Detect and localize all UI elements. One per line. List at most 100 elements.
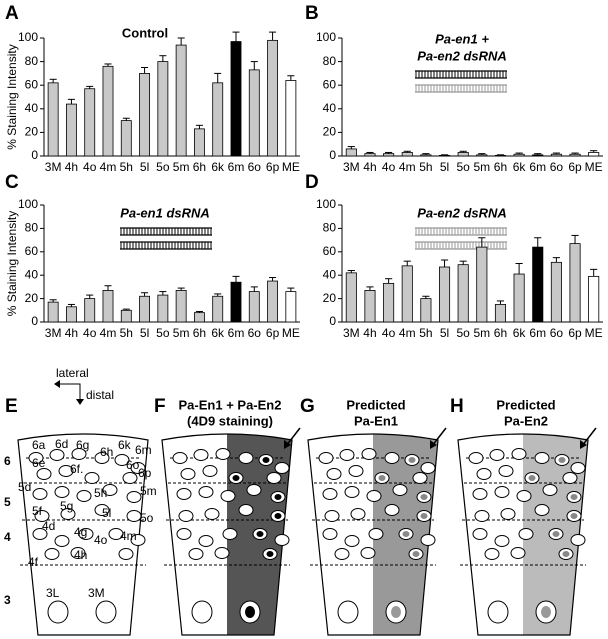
cell-label: 6d: [55, 437, 68, 451]
x-tick-label: 6h: [193, 326, 206, 340]
panel-letter: E: [5, 396, 18, 417]
bar: [457, 152, 469, 157]
y-tick-label: 20: [323, 291, 337, 305]
cell-label: 4f: [28, 555, 39, 569]
cell: [337, 600, 359, 624]
bar: [569, 243, 581, 323]
x-tick-label: 6p: [568, 326, 582, 340]
x-tick-label: 6p: [266, 326, 280, 340]
cell-label: 6p: [138, 466, 152, 480]
y-tick-label: 80: [323, 221, 337, 235]
bar: [47, 82, 59, 157]
cell: [322, 488, 338, 500]
cell-stain: [420, 513, 428, 519]
bar: [139, 73, 151, 157]
x-tick-label: 4o: [83, 160, 97, 174]
cell: [384, 452, 400, 464]
cell-label: 5h: [94, 486, 107, 500]
bar: [175, 44, 187, 157]
cell: [360, 547, 376, 559]
compass-label: distal: [86, 388, 114, 402]
y-tick-label: 100: [316, 197, 336, 211]
cell: [489, 449, 505, 461]
bar: [84, 88, 96, 157]
y-tick-label: 0: [31, 314, 38, 328]
x-tick-label: 5l: [440, 160, 449, 174]
chart-title: Control: [122, 25, 168, 40]
bar: [193, 128, 205, 157]
cell: [118, 548, 134, 560]
cell: [468, 452, 484, 464]
bar: [401, 152, 413, 157]
y-axis-label: % Staining Intensity: [5, 211, 19, 316]
bar: [157, 294, 169, 323]
bar: [364, 153, 376, 157]
cell: [54, 486, 70, 498]
cell: [126, 510, 142, 522]
x-tick-label: 6k: [513, 326, 527, 340]
cell-stain: [570, 494, 578, 500]
arrow: [285, 427, 301, 447]
cell-stain: [274, 513, 282, 519]
y-tick-label: 0: [329, 314, 336, 328]
bar: [102, 65, 114, 157]
bar: [193, 312, 205, 323]
cell-label: 4d: [42, 519, 55, 533]
cell: [58, 465, 74, 477]
cell-label: 5l: [102, 506, 111, 520]
cell-label: 5m: [140, 484, 157, 498]
x-tick-label: ME: [585, 160, 603, 174]
cell-label: 6m: [135, 443, 152, 457]
leg-outline: [17, 433, 149, 636]
y-tick-label: 40: [323, 101, 337, 115]
cell: [366, 490, 382, 502]
y-tick-label: 60: [323, 77, 337, 91]
cell: [176, 528, 192, 540]
cell: [36, 468, 52, 480]
x-tick-label: 5h: [419, 160, 432, 174]
cell: [238, 452, 254, 464]
cell: [474, 510, 490, 522]
cell: [350, 508, 366, 520]
bar: [457, 264, 469, 323]
cell: [193, 449, 209, 461]
bar: [84, 298, 96, 323]
cell-stain: [541, 606, 551, 618]
cell: [94, 504, 110, 516]
arrow: [581, 427, 597, 447]
x-tick-label: 6p: [568, 160, 582, 174]
cell-label: 4g: [74, 525, 87, 539]
arrow: [431, 427, 447, 447]
cell: [114, 454, 130, 466]
cell: [339, 449, 355, 461]
x-tick-label: 6m: [529, 160, 546, 174]
cell-label: 5o: [140, 511, 154, 525]
bar: [248, 69, 260, 157]
cell: [420, 534, 436, 546]
x-tick-label: 5h: [419, 326, 432, 340]
arrow-head: [580, 440, 587, 449]
cell: [494, 486, 510, 498]
y-tick-label: 20: [25, 291, 39, 305]
cell-stain: [562, 551, 570, 557]
leg-outline: [307, 433, 439, 636]
cell-stain: [256, 531, 264, 537]
y-tick-label: 60: [25, 244, 39, 258]
cell: [60, 508, 76, 520]
cell: [487, 600, 509, 624]
y-tick-label: 80: [25, 54, 39, 68]
bar: [267, 280, 278, 323]
cell-stain: [420, 494, 428, 500]
cell: [510, 547, 526, 559]
bar: [494, 155, 506, 157]
arrow-head: [284, 440, 291, 449]
segment-label: 3: [4, 593, 11, 607]
cell: [318, 452, 334, 464]
chart-title: Pa-en1 dsRNA: [120, 205, 210, 220]
cell: [570, 534, 586, 546]
x-tick-label: 4h: [363, 326, 376, 340]
cell: [222, 528, 238, 540]
x-tick-label: 5l: [140, 160, 149, 174]
leg-outline: [161, 433, 293, 636]
panel-letter: F: [154, 396, 166, 417]
